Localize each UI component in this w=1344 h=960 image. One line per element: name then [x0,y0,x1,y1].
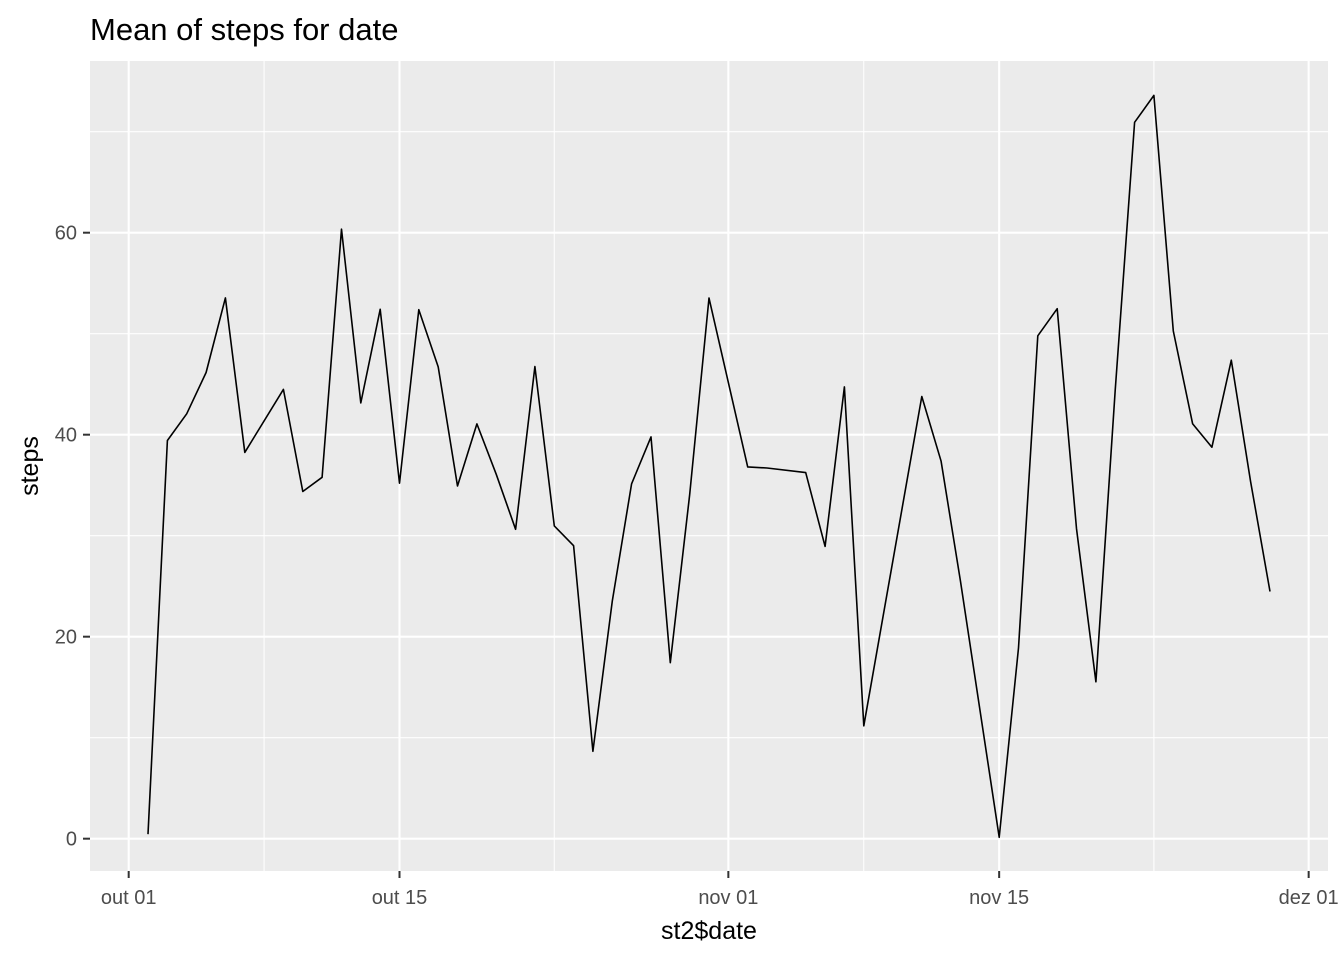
y-tick-label: 40 [55,425,77,447]
x-tick-label: out 15 [372,887,428,909]
x-tick-label: nov 15 [969,887,1029,909]
series-line [147,94,1271,839]
y-tick-label: 20 [55,627,77,649]
plot-panel [90,61,1328,871]
minor-gridlines [90,61,1328,871]
x-tick-label: dez 01 [1279,887,1339,909]
y-axis-title: steps [16,436,44,496]
chart-title: Mean of steps for date [90,12,398,47]
x-axis: out 01 out 15 nov 01 nov 15 dez 01 [101,871,1339,909]
x-tick-label: nov 01 [698,887,758,909]
y-tick-label: 0 [66,829,77,851]
x-axis-title: st2$date [661,917,757,945]
y-tick-label: 60 [55,223,77,245]
major-gridlines [90,61,1328,871]
y-axis: 0 20 40 60 [55,223,90,851]
x-tick-label: out 01 [101,887,157,909]
